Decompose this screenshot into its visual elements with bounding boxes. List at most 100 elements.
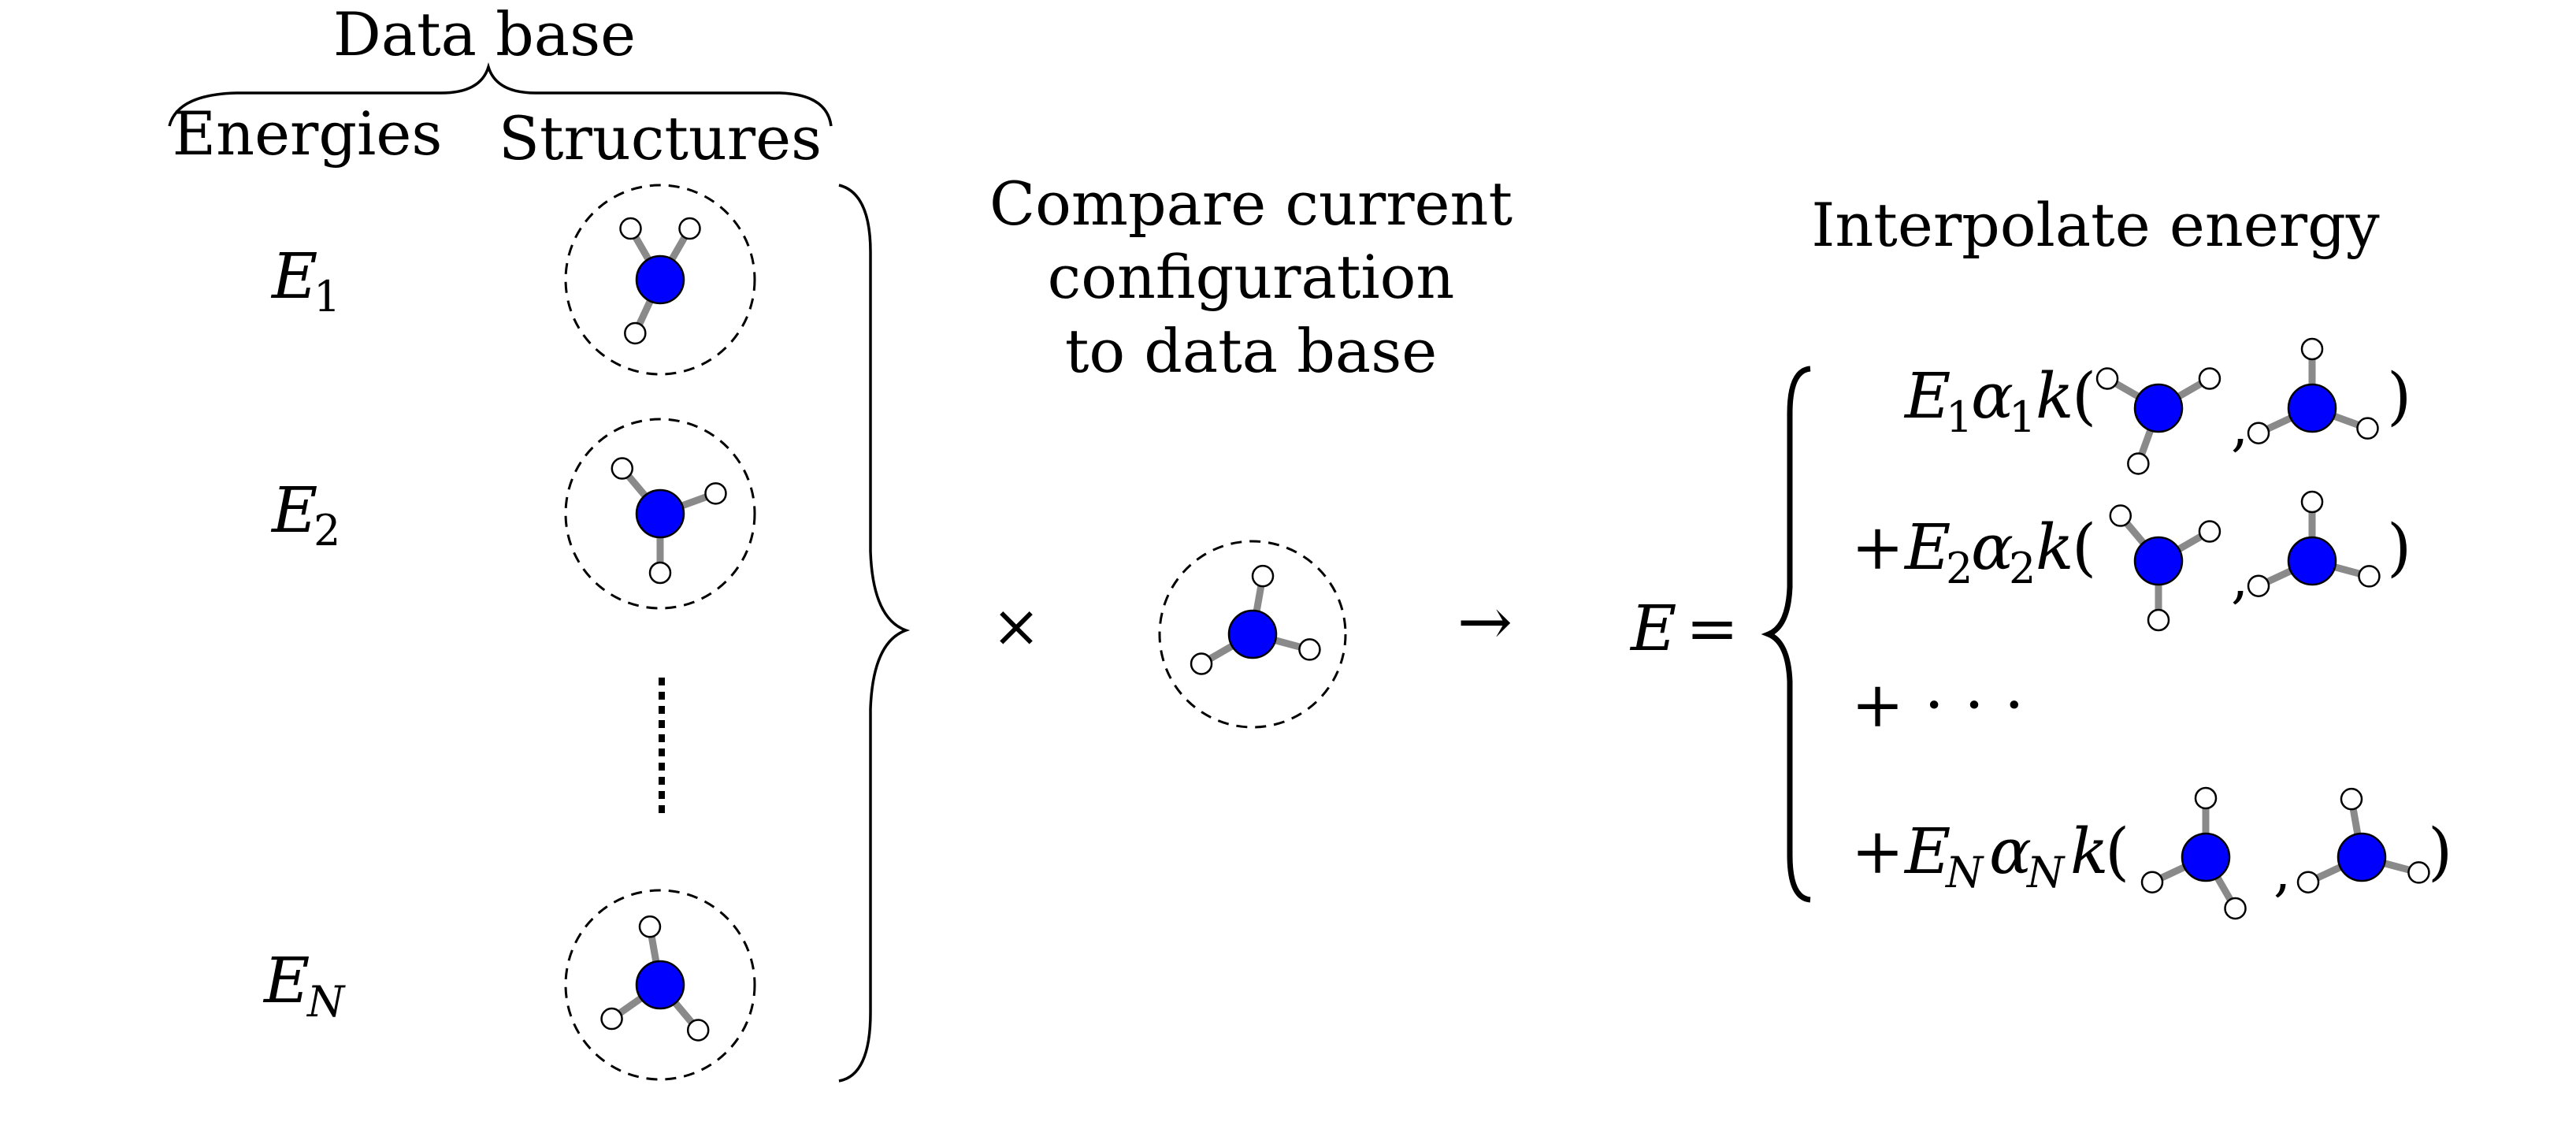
outer-atom bbox=[2356, 417, 2379, 440]
svg-text:2: 2 bbox=[314, 506, 340, 555]
central-atom bbox=[2133, 383, 2184, 433]
svg-text:α: α bbox=[1971, 511, 2014, 584]
database-closing-brace bbox=[838, 184, 911, 1083]
molecule bbox=[2247, 490, 2381, 597]
central-atom bbox=[1227, 609, 1278, 659]
outer-atom bbox=[2140, 871, 2164, 893]
svg-text:E: E bbox=[1903, 815, 1951, 888]
outer-atom bbox=[638, 915, 662, 938]
outer-atom bbox=[704, 482, 727, 505]
energy-lhs: E = bbox=[1629, 592, 1739, 665]
svg-text:E: E bbox=[270, 240, 317, 313]
structures-label: Structures bbox=[499, 103, 822, 173]
central-atom bbox=[2133, 536, 2184, 586]
svg-text:E: E bbox=[1629, 592, 1676, 665]
svg-text:1: 1 bbox=[1946, 392, 1973, 442]
central-atom bbox=[2287, 536, 2337, 586]
times-symbol: × bbox=[992, 592, 1041, 660]
central-atom bbox=[635, 960, 685, 1010]
outer-atom bbox=[686, 1019, 710, 1042]
structure-n bbox=[564, 889, 756, 1081]
svg-text:N: N bbox=[1944, 848, 1984, 897]
molecule bbox=[1190, 564, 1321, 675]
svg-text:(: ( bbox=[2072, 511, 2096, 584]
energy-label-n: E N bbox=[262, 944, 346, 1027]
outer-atom bbox=[2224, 897, 2247, 920]
outer-atom bbox=[600, 1007, 623, 1031]
svg-text:(: ( bbox=[2072, 359, 2096, 433]
svg-text:): ) bbox=[2428, 815, 2452, 888]
outer-atom bbox=[2247, 422, 2270, 444]
molecule bbox=[611, 457, 727, 585]
svg-text:,: , bbox=[2231, 394, 2248, 459]
svg-text:+: + bbox=[1851, 815, 1904, 888]
molecule bbox=[2095, 367, 2222, 475]
outer-atom bbox=[2194, 786, 2218, 810]
structure-2 bbox=[564, 418, 756, 610]
central-atom bbox=[635, 488, 685, 539]
interpolation-term-2: + E 2 α 2 k ( , ) bbox=[1851, 490, 2411, 632]
central-atom bbox=[2337, 832, 2387, 882]
central-atom bbox=[2287, 383, 2337, 433]
interpolation-brace bbox=[1761, 366, 1811, 903]
outer-atom bbox=[678, 217, 701, 240]
outer-atom bbox=[648, 561, 672, 585]
svg-text:k: k bbox=[2070, 815, 2108, 888]
structure-1 bbox=[564, 184, 756, 376]
molecule bbox=[2140, 786, 2247, 920]
outer-atom bbox=[2095, 367, 2119, 390]
outer-atom bbox=[619, 217, 642, 240]
compare-line-3: to data base bbox=[1065, 316, 1437, 386]
compare-line-1: Compare current bbox=[989, 169, 1513, 239]
outer-atom bbox=[2198, 520, 2222, 543]
central-atom bbox=[2181, 832, 2231, 882]
outer-atom bbox=[2300, 337, 2324, 361]
svg-text:α: α bbox=[1989, 815, 2032, 888]
molecule bbox=[2247, 337, 2379, 444]
svg-text:1: 1 bbox=[314, 272, 340, 321]
svg-text:α: α bbox=[1971, 359, 2014, 433]
svg-text:=: = bbox=[1686, 592, 1739, 665]
svg-text:k: k bbox=[2036, 511, 2073, 584]
outer-atom bbox=[2109, 504, 2132, 527]
current-configuration bbox=[1158, 540, 1347, 729]
molecule bbox=[600, 915, 710, 1042]
interpolation-term-1: E 1 α 1 k ( , ) bbox=[1903, 337, 2411, 475]
svg-text:(: ( bbox=[2105, 815, 2129, 888]
molecule bbox=[2109, 504, 2222, 632]
svg-text:): ) bbox=[2387, 511, 2411, 584]
energies-label: Energies bbox=[173, 98, 443, 169]
database-label: Data base bbox=[333, 0, 636, 69]
central-atom bbox=[635, 254, 685, 305]
database-brace bbox=[168, 61, 833, 127]
interpolation-term-n: + E N α N k ( , ) bbox=[1851, 786, 2452, 920]
svg-text:N: N bbox=[306, 977, 346, 1027]
outer-atom bbox=[2340, 787, 2363, 811]
svg-text:,: , bbox=[2273, 839, 2291, 904]
outer-atom bbox=[2127, 452, 2150, 475]
energy-label-1: E 1 bbox=[270, 240, 340, 321]
outer-atom bbox=[2407, 861, 2430, 884]
outer-atom bbox=[2198, 367, 2222, 390]
svg-text:1: 1 bbox=[2009, 392, 2036, 442]
outer-atom bbox=[1298, 638, 1321, 661]
molecule bbox=[2296, 787, 2430, 893]
outer-atom bbox=[2247, 574, 2270, 597]
molecule bbox=[619, 217, 701, 345]
interpolation-ellipsis: + · · · bbox=[1851, 668, 2025, 741]
outer-atom bbox=[1190, 652, 1213, 675]
svg-text:+: + bbox=[1851, 511, 1904, 584]
svg-text:): ) bbox=[2387, 359, 2411, 433]
svg-text:E: E bbox=[270, 474, 317, 547]
svg-text:2: 2 bbox=[2009, 544, 2036, 593]
svg-text:k: k bbox=[2036, 359, 2073, 433]
interpolate-title: Interpolate energy bbox=[1811, 190, 2379, 260]
outer-atom bbox=[611, 457, 634, 480]
energy-label-2: E 2 bbox=[270, 474, 340, 555]
outer-atom bbox=[2147, 608, 2170, 632]
outer-atom bbox=[1251, 564, 1275, 588]
outer-atom bbox=[2296, 871, 2320, 893]
arrow-symbol: → bbox=[1457, 583, 1513, 660]
svg-text:N: N bbox=[2025, 848, 2066, 897]
